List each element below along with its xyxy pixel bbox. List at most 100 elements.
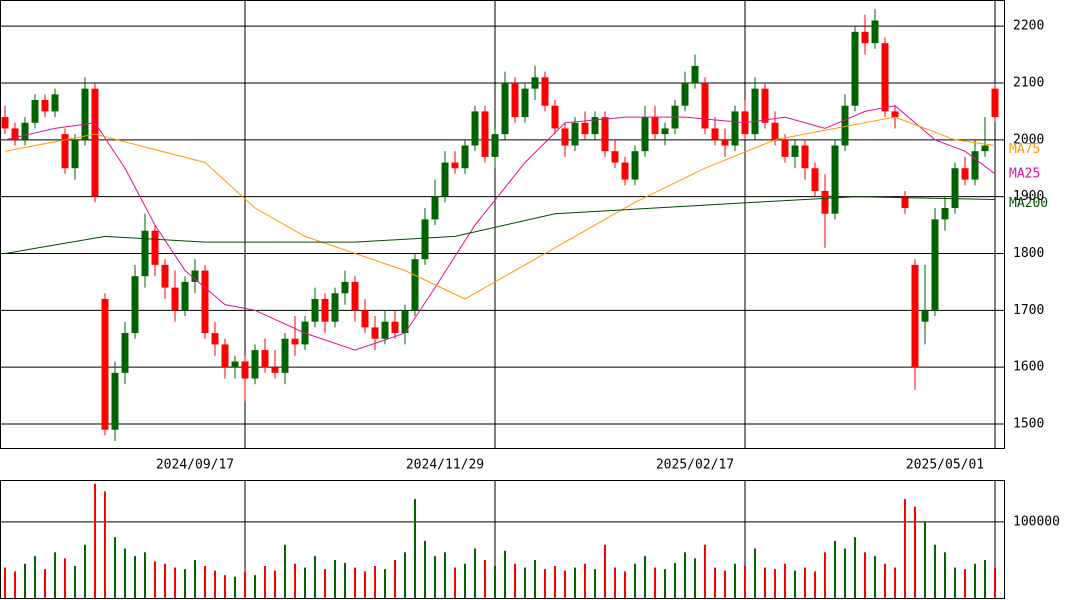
- candle-body: [31, 100, 39, 123]
- volume-bar: [4, 567, 6, 598]
- volume-bar: [194, 559, 196, 598]
- candle-body: [961, 168, 969, 180]
- candle-body: [311, 298, 319, 322]
- volume-bar: [734, 563, 736, 598]
- volume-bar: [614, 567, 616, 598]
- candle-body: [121, 333, 129, 373]
- volume-bar: [134, 556, 136, 598]
- volume-bar: [654, 567, 656, 598]
- legend-label: MA200: [1009, 196, 1048, 211]
- volume-bar: [634, 563, 636, 598]
- volume-bar: [624, 571, 626, 598]
- y-tick-label: 1900: [1013, 189, 1044, 204]
- candle-body: [831, 145, 839, 214]
- candle-body: [371, 327, 379, 339]
- volume-bar: [984, 559, 986, 598]
- candle-body: [541, 77, 549, 106]
- candle-body: [891, 111, 899, 118]
- candle-body: [521, 88, 529, 118]
- y-tick-label: 2100: [1013, 75, 1044, 90]
- candle-body: [131, 276, 139, 334]
- volume-bar: [254, 575, 256, 598]
- volume-bar: [164, 563, 166, 598]
- candle-body: [911, 264, 919, 368]
- volume-bar: [304, 567, 306, 598]
- x-tick-label: 2024/11/29: [406, 458, 484, 473]
- candle-body: [51, 94, 59, 112]
- candle-body: [601, 117, 609, 152]
- candle-body: [421, 219, 429, 260]
- volume-bar: [944, 552, 946, 598]
- candle-body: [201, 270, 209, 334]
- candle-body: [661, 128, 669, 135]
- volume-bar: [444, 552, 446, 598]
- candle-body: [111, 372, 119, 430]
- volume-bar: [334, 559, 336, 598]
- volume-bar: [884, 563, 886, 598]
- volume-bar: [314, 556, 316, 598]
- volume-bar: [484, 559, 486, 598]
- volume-bar: [544, 569, 546, 598]
- candle-body: [551, 105, 559, 129]
- candle-body: [181, 281, 189, 311]
- volume-bar: [894, 567, 896, 598]
- volume-bar: [974, 563, 976, 598]
- candle-body: [651, 117, 659, 135]
- candle-body: [621, 162, 629, 180]
- volume-bar: [394, 559, 396, 598]
- candle-body: [461, 145, 469, 169]
- volume-bar: [64, 558, 66, 598]
- volume-bar: [724, 570, 726, 598]
- candle-body: [411, 259, 419, 311]
- volume-bar: [914, 506, 916, 598]
- candle-body: [171, 287, 179, 311]
- candle-body: [221, 344, 229, 368]
- candle-body: [701, 82, 709, 129]
- volume-bar: [354, 567, 356, 598]
- volume-bar: [504, 550, 506, 598]
- volume-bar: [494, 566, 496, 598]
- candle-body: [381, 321, 389, 339]
- candle-body: [71, 139, 79, 169]
- volume-bar: [44, 569, 46, 598]
- candle-body: [711, 128, 719, 140]
- volume-bar: [414, 499, 416, 598]
- candle-body: [191, 270, 199, 282]
- volume-bar: [594, 569, 596, 598]
- volume-bar: [554, 566, 556, 598]
- volume-bar: [214, 570, 216, 598]
- volume-bar: [704, 544, 706, 598]
- volume-bar: [344, 562, 346, 598]
- candle-body: [211, 333, 219, 345]
- candle-body: [481, 111, 489, 157]
- volume-bar: [764, 567, 766, 598]
- volume-bar: [674, 562, 676, 598]
- x-tick-label: 2024/09/17: [156, 458, 234, 473]
- volume-bar: [954, 567, 956, 598]
- volume-bar: [364, 571, 366, 598]
- volume-bar: [784, 563, 786, 598]
- candle-body: [61, 134, 69, 169]
- candle-body: [241, 361, 249, 379]
- candle-body: [691, 65, 699, 83]
- candle-body: [91, 88, 99, 197]
- volume-bar: [84, 544, 86, 598]
- volume-bar: [104, 491, 106, 598]
- y-tick-label: 1500: [1013, 416, 1044, 431]
- volume-bar: [514, 563, 516, 598]
- candle-body: [341, 281, 349, 294]
- candle-body: [721, 139, 729, 146]
- candle-body: [941, 208, 949, 220]
- candle-body: [821, 190, 829, 214]
- moving-average-line: [4, 116, 996, 300]
- candle-body: [871, 20, 879, 44]
- candle-body: [951, 168, 959, 209]
- moving-average-line: [4, 196, 996, 254]
- volume-bar: [274, 570, 276, 598]
- volume-bar: [384, 569, 386, 598]
- price-panel-frame: [0, 0, 1005, 449]
- candle-body: [901, 196, 909, 209]
- volume-bar: [94, 483, 96, 598]
- volume-bar: [844, 548, 846, 598]
- volume-bar: [834, 540, 836, 598]
